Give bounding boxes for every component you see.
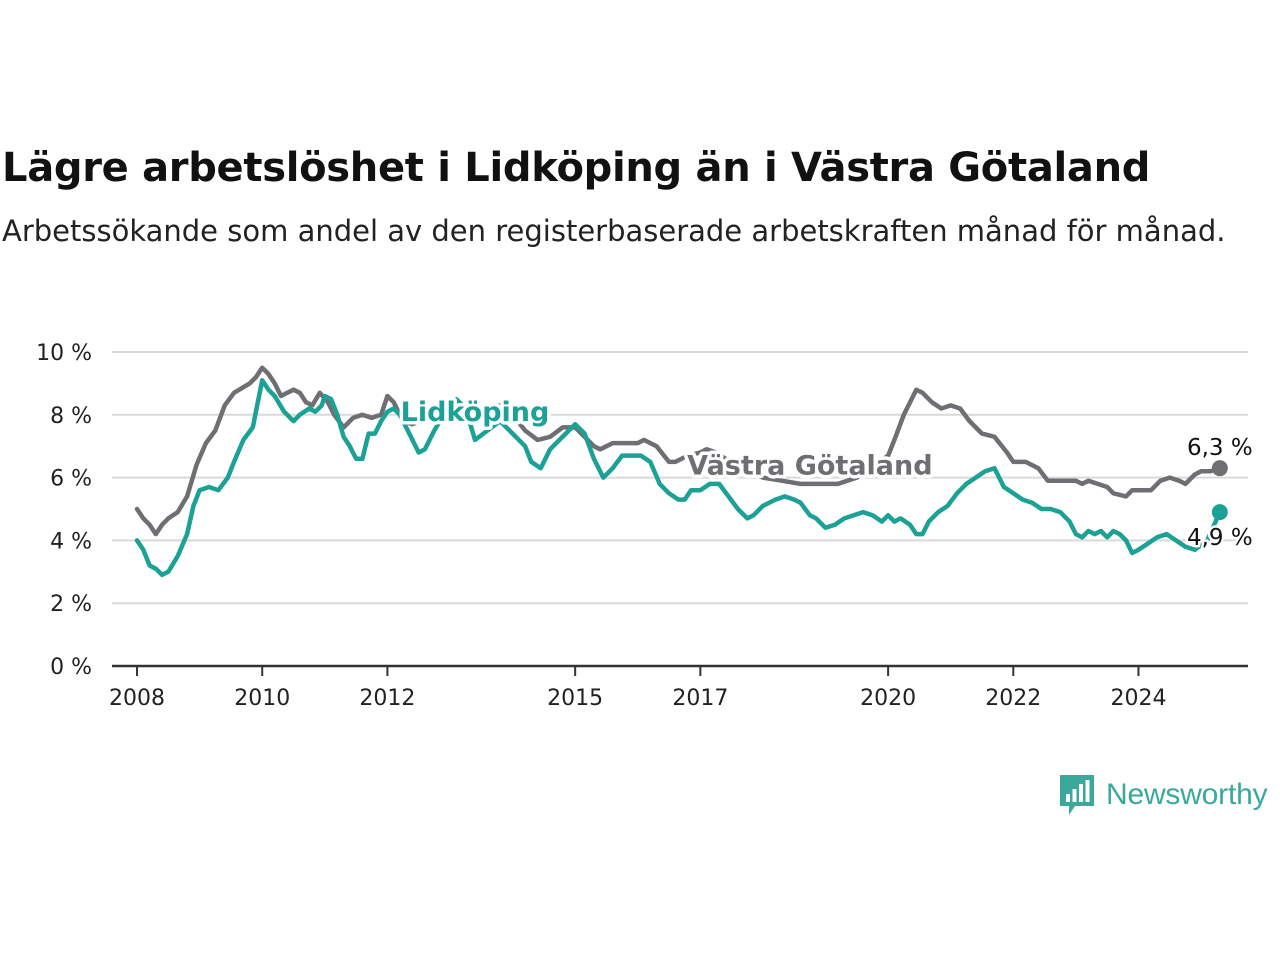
x-tick-label: 2022 xyxy=(985,686,1041,711)
grid-lines xyxy=(112,351,1248,605)
end-markers: 6,3 % 4,9 % xyxy=(1184,433,1255,554)
y-tick-label: 4 % xyxy=(50,529,92,554)
x-tick-label: 2010 xyxy=(234,686,290,711)
end-point-marker xyxy=(1211,460,1228,477)
y-tick-label: 6 % xyxy=(50,467,92,492)
x-tick-label: 2020 xyxy=(860,686,916,711)
line-chart: 0 % 2 % 4 % 6 % 8 % 10 % 2008 2010 2012 2015 2017… xyxy=(36,341,1255,711)
series-line xyxy=(134,365,1223,537)
brand-name: Newsworthy xyxy=(1106,778,1268,811)
series-line xyxy=(134,378,1223,578)
chart-title: Lägre arbetslöshet i Lidköping än i Väst… xyxy=(2,145,1151,191)
y-tick-label: 8 % xyxy=(50,404,92,429)
series-lines xyxy=(134,365,1223,578)
chart-subtitle: Arbetssökande som andel av den registerb… xyxy=(2,214,1226,248)
end-value-label: 4,9 % xyxy=(1187,525,1253,551)
series-label: Västra Götaland xyxy=(687,450,932,481)
y-axis: 0 % 2 % 4 % 6 % 8 % 10 % xyxy=(36,341,92,680)
x-tick-label: 2012 xyxy=(359,686,415,711)
x-tick-label: 2024 xyxy=(1110,686,1166,711)
x-tick-label: 2008 xyxy=(109,686,165,711)
newsworthy-logo-icon xyxy=(1060,775,1094,815)
x-tick-label: 2015 xyxy=(547,686,603,711)
newsworthy-brand[interactable]: Newsworthy xyxy=(1058,772,1268,818)
x-tick-label: 2017 xyxy=(672,686,728,711)
series-labels: Västra Götaland Lidköping xyxy=(397,394,936,485)
x-axis: 2008 2010 2012 2015 2017 2020 2022 2024 xyxy=(109,664,1248,711)
end-value-label: 6,3 % xyxy=(1187,435,1253,461)
y-tick-label: 2 % xyxy=(50,592,92,617)
end-point-marker xyxy=(1211,504,1228,521)
series-label: Lidköping xyxy=(401,397,550,428)
y-tick-label: 0 % xyxy=(50,655,92,680)
y-tick-label: 10 % xyxy=(36,341,92,366)
